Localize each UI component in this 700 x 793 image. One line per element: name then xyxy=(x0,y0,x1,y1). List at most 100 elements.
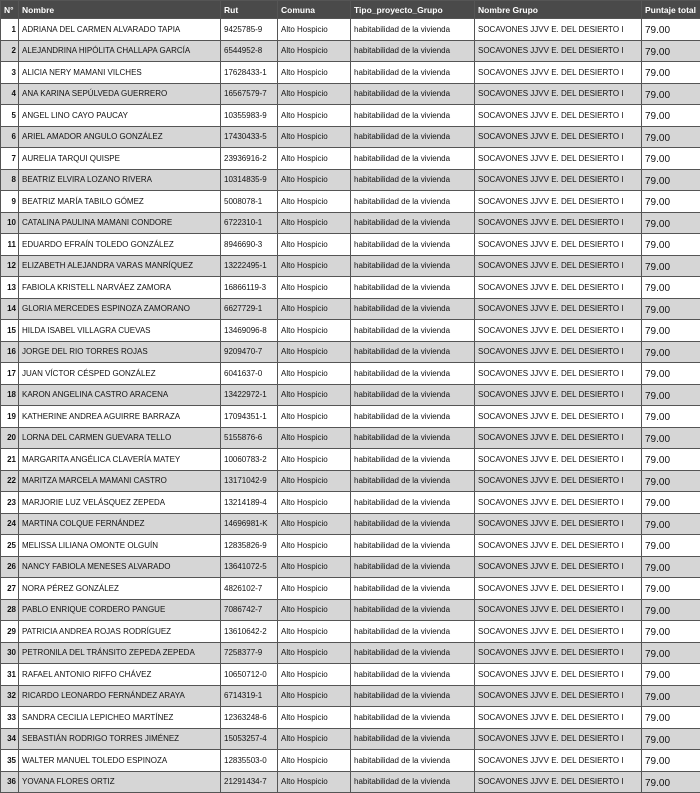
row-number: 14 xyxy=(1,298,19,320)
comuna: Alto Hospicio xyxy=(278,470,351,492)
score: 79.00 xyxy=(642,19,700,41)
comuna: Alto Hospicio xyxy=(278,492,351,514)
project-type: habitabilidad de la vivienda xyxy=(351,19,475,41)
rut: 5008078-1 xyxy=(221,191,278,213)
group-name: SOCAVONES JJVV E. DEL DESIERTO I xyxy=(475,470,642,492)
comuna: Alto Hospicio xyxy=(278,40,351,62)
score: 79.00 xyxy=(642,255,700,277)
rut: 10355983-9 xyxy=(221,105,278,127)
group-name: SOCAVONES JJVV E. DEL DESIERTO I xyxy=(475,363,642,385)
project-type: habitabilidad de la vivienda xyxy=(351,599,475,621)
group-name: SOCAVONES JJVV E. DEL DESIERTO I xyxy=(475,320,642,342)
group-name: SOCAVONES JJVV E. DEL DESIERTO I xyxy=(475,685,642,707)
rut: 16866119-3 xyxy=(221,277,278,299)
row-number: 8 xyxy=(1,169,19,191)
rut: 15053257-4 xyxy=(221,728,278,750)
name: CATALINA PAULINA MAMANI CONDORE xyxy=(19,212,221,234)
name: MARJORIE LUZ VELÁSQUEZ ZEPEDA xyxy=(19,492,221,514)
column-header: Comuna xyxy=(278,1,351,19)
row-number: 17 xyxy=(1,363,19,385)
name: BEATRIZ MARÍA TABILO GÓMEZ xyxy=(19,191,221,213)
comuna: Alto Hospicio xyxy=(278,427,351,449)
rut: 17430433-5 xyxy=(221,126,278,148)
group-name: SOCAVONES JJVV E. DEL DESIERTO I xyxy=(475,750,642,772)
group-name: SOCAVONES JJVV E. DEL DESIERTO I xyxy=(475,384,642,406)
row-number: 29 xyxy=(1,621,19,643)
column-header: N° xyxy=(1,1,19,19)
rut: 13610642-2 xyxy=(221,621,278,643)
score: 79.00 xyxy=(642,771,700,793)
score: 79.00 xyxy=(642,685,700,707)
score: 79.00 xyxy=(642,105,700,127)
row-number: 11 xyxy=(1,234,19,256)
comuna: Alto Hospicio xyxy=(278,449,351,471)
row-number: 21 xyxy=(1,449,19,471)
name: NORA PÉREZ GONZÁLEZ xyxy=(19,578,221,600)
rut: 14696981-K xyxy=(221,513,278,535)
name: AURELIA TARQUI QUISPE xyxy=(19,148,221,170)
score: 79.00 xyxy=(642,492,700,514)
rut: 12835826-9 xyxy=(221,535,278,557)
name: KARON ANGELINA CASTRO ARACENA xyxy=(19,384,221,406)
project-type: habitabilidad de la vivienda xyxy=(351,621,475,643)
row-number: 20 xyxy=(1,427,19,449)
comuna: Alto Hospicio xyxy=(278,169,351,191)
project-type: habitabilidad de la vivienda xyxy=(351,406,475,428)
score: 79.00 xyxy=(642,728,700,750)
name: MARGARITA ANGÉLICA CLAVERÍA MATEY xyxy=(19,449,221,471)
rut: 8946690-3 xyxy=(221,234,278,256)
name: PETRONILA DEL TRÁNSITO ZEPEDA ZEPEDA xyxy=(19,642,221,664)
score: 79.00 xyxy=(642,320,700,342)
project-type: habitabilidad de la vivienda xyxy=(351,492,475,514)
comuna: Alto Hospicio xyxy=(278,212,351,234)
group-name: SOCAVONES JJVV E. DEL DESIERTO I xyxy=(475,535,642,557)
project-type: habitabilidad de la vivienda xyxy=(351,298,475,320)
name: MARITZA MARCELA MAMANI CASTRO xyxy=(19,470,221,492)
score: 79.00 xyxy=(642,642,700,664)
comuna: Alto Hospicio xyxy=(278,19,351,41)
column-header: Nombre Grupo xyxy=(475,1,642,19)
score: 79.00 xyxy=(642,621,700,643)
comuna: Alto Hospicio xyxy=(278,320,351,342)
group-name: SOCAVONES JJVV E. DEL DESIERTO I xyxy=(475,427,642,449)
rut: 12835503-0 xyxy=(221,750,278,772)
rut: 6627729-1 xyxy=(221,298,278,320)
comuna: Alto Hospicio xyxy=(278,621,351,643)
score: 79.00 xyxy=(642,427,700,449)
group-name: SOCAVONES JJVV E. DEL DESIERTO I xyxy=(475,126,642,148)
group-name: SOCAVONES JJVV E. DEL DESIERTO I xyxy=(475,169,642,191)
comuna: Alto Hospicio xyxy=(278,406,351,428)
name: BEATRIZ ELVIRA LOZANO RIVERA xyxy=(19,169,221,191)
project-type: habitabilidad de la vivienda xyxy=(351,277,475,299)
group-name: SOCAVONES JJVV E. DEL DESIERTO I xyxy=(475,277,642,299)
group-name: SOCAVONES JJVV E. DEL DESIERTO I xyxy=(475,148,642,170)
column-header: Rut xyxy=(221,1,278,19)
name: ALEJANDRINA HIPÓLITA CHALLAPA GARCÍA xyxy=(19,40,221,62)
project-type: habitabilidad de la vivienda xyxy=(351,578,475,600)
name: PATRICIA ANDREA ROJAS RODRÍGUEZ xyxy=(19,621,221,643)
name: MELISSA LILIANA OMONTE OLGUÍN xyxy=(19,535,221,557)
rut: 6041637-0 xyxy=(221,363,278,385)
row-number: 34 xyxy=(1,728,19,750)
rut: 16567579-7 xyxy=(221,83,278,105)
score: 79.00 xyxy=(642,406,700,428)
project-type: habitabilidad de la vivienda xyxy=(351,191,475,213)
row-number: 4 xyxy=(1,83,19,105)
name: ALICIA NERY MAMANI VILCHES xyxy=(19,62,221,84)
column-header: Nombre xyxy=(19,1,221,19)
row-number: 25 xyxy=(1,535,19,557)
